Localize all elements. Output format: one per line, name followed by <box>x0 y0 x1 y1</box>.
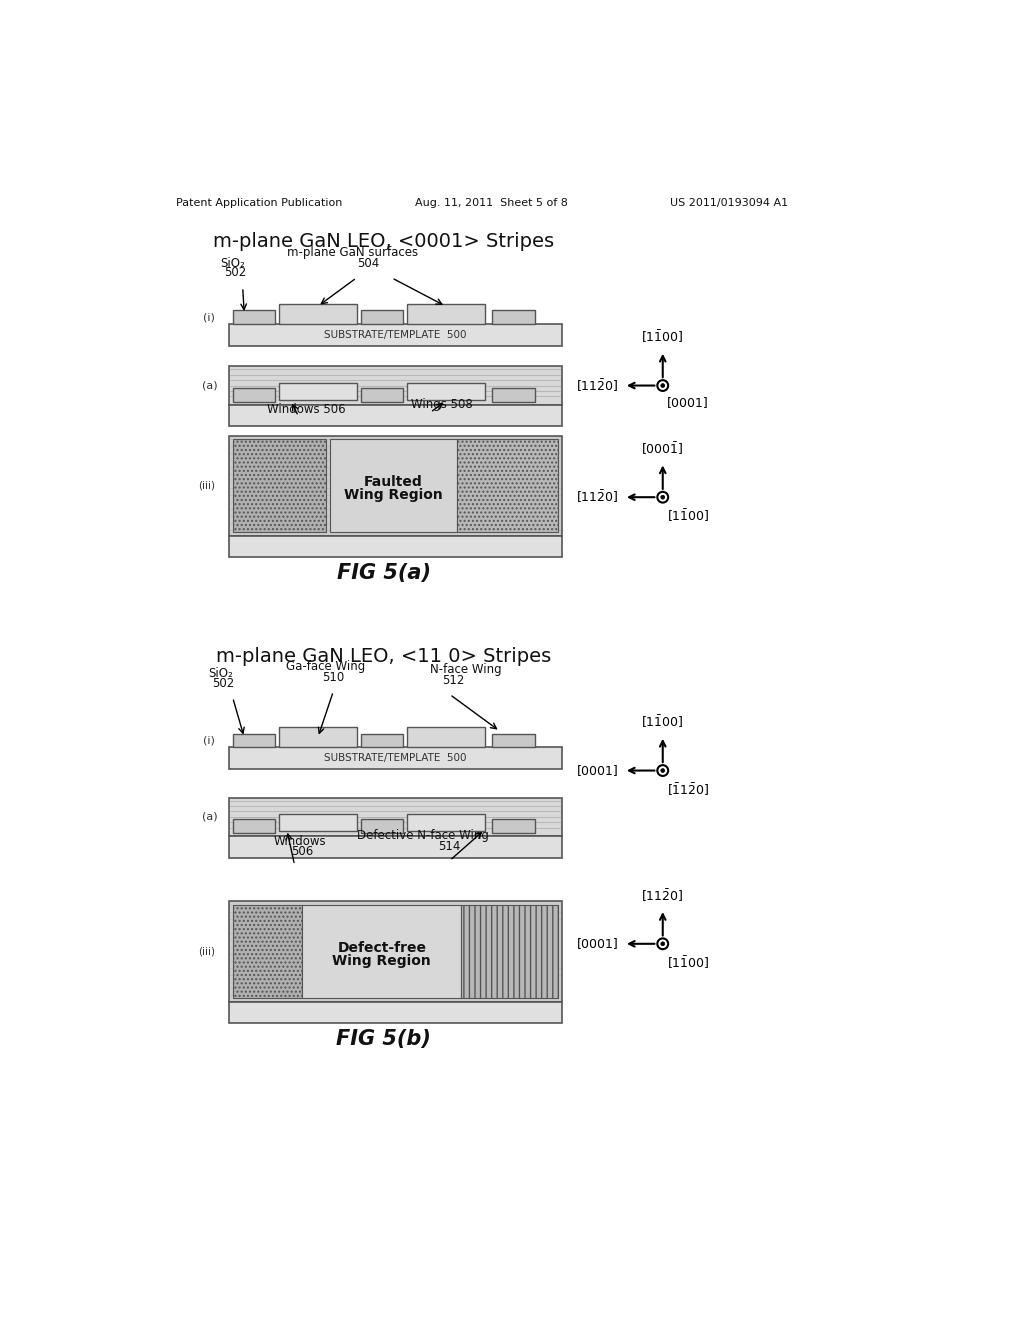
Text: (a): (a) <box>202 812 217 822</box>
Bar <box>360 388 403 401</box>
Circle shape <box>657 380 669 391</box>
Text: [1$\bar{1}$00]: [1$\bar{1}$00] <box>667 954 710 972</box>
Circle shape <box>657 492 669 503</box>
Text: (i): (i) <box>204 735 215 746</box>
Bar <box>228 747 562 770</box>
Text: 514: 514 <box>438 840 461 853</box>
Text: 510: 510 <box>323 671 344 684</box>
Bar <box>228 536 562 557</box>
Text: [0001]: [0001] <box>577 764 618 777</box>
Text: N-face Wing: N-face Wing <box>430 663 502 676</box>
Bar <box>280 383 356 400</box>
Text: SiO₂: SiO₂ <box>220 257 245 271</box>
Text: 502: 502 <box>224 267 246 280</box>
Text: Wing Region: Wing Region <box>344 488 442 502</box>
Text: Faulted: Faulted <box>365 475 423 488</box>
Bar <box>228 405 562 426</box>
Bar <box>232 388 275 401</box>
Bar <box>280 727 356 747</box>
Text: m-plane GaN LEO, <0001> Stripes: m-plane GaN LEO, <0001> Stripes <box>213 231 554 251</box>
Circle shape <box>660 384 665 388</box>
Text: [11$\bar{2}$0]: [11$\bar{2}$0] <box>641 887 684 904</box>
Bar <box>493 310 535 323</box>
Bar <box>407 727 484 747</box>
Text: [11$\bar{2}$0]: [11$\bar{2}$0] <box>577 378 618 393</box>
Circle shape <box>657 939 669 949</box>
Bar <box>228 902 562 1002</box>
Text: US 2011/0193094 A1: US 2011/0193094 A1 <box>671 198 788 209</box>
Bar <box>280 304 356 323</box>
Text: [0001]: [0001] <box>577 937 618 950</box>
Bar <box>407 383 484 400</box>
Bar <box>232 734 275 747</box>
Text: Windows 506: Windows 506 <box>267 404 345 416</box>
Bar <box>232 440 326 532</box>
Bar <box>232 310 275 323</box>
Text: (iii): (iii) <box>199 946 215 957</box>
Bar <box>280 814 356 832</box>
Text: m-plane GaN surfaces: m-plane GaN surfaces <box>287 246 419 259</box>
Bar <box>330 440 458 532</box>
Circle shape <box>660 942 665 945</box>
Text: [1$\bar{1}$00]: [1$\bar{1}$00] <box>641 714 684 730</box>
Text: Wings 508: Wings 508 <box>411 397 473 411</box>
Text: SUBSTRATE/TEMPLATE  500: SUBSTRATE/TEMPLATE 500 <box>325 330 467 339</box>
Text: (a): (a) <box>202 380 217 391</box>
Text: FIG 5(b): FIG 5(b) <box>336 1028 431 1048</box>
Bar <box>458 440 558 532</box>
Text: FIG 5(a): FIG 5(a) <box>337 562 431 582</box>
Bar <box>493 388 535 401</box>
Text: [11$\bar{2}$0]: [11$\bar{2}$0] <box>577 488 618 506</box>
Text: Defective N-face Wing: Defective N-face Wing <box>356 829 488 842</box>
Text: Ga-face Wing: Ga-face Wing <box>286 660 366 673</box>
Text: Aug. 11, 2011  Sheet 5 of 8: Aug. 11, 2011 Sheet 5 of 8 <box>415 198 567 209</box>
Bar <box>228 323 562 346</box>
Text: Windows: Windows <box>273 834 327 847</box>
Text: 502: 502 <box>212 677 234 689</box>
Circle shape <box>660 768 665 772</box>
Bar <box>461 906 558 998</box>
Text: [000$\bar{1}$]: [000$\bar{1}$] <box>641 441 684 457</box>
Text: Patent Application Publication: Patent Application Publication <box>176 198 342 209</box>
Bar <box>228 797 562 836</box>
Bar <box>228 836 562 858</box>
Bar <box>232 906 302 998</box>
Bar <box>360 818 403 833</box>
Text: [0001]: [0001] <box>667 396 709 409</box>
Bar <box>302 906 461 998</box>
Bar <box>228 367 562 405</box>
Bar <box>493 818 535 833</box>
Bar <box>493 734 535 747</box>
Text: Wing Region: Wing Region <box>333 954 431 968</box>
Bar <box>360 734 403 747</box>
Text: [1$\bar{1}$00]: [1$\bar{1}$00] <box>667 508 710 524</box>
Circle shape <box>660 495 665 499</box>
Bar <box>232 818 275 833</box>
Bar <box>228 1002 562 1023</box>
Text: [$\bar{1}$1$\bar{2}$0]: [$\bar{1}$1$\bar{2}$0] <box>667 781 710 797</box>
Bar <box>360 310 403 323</box>
Text: 506: 506 <box>291 845 313 858</box>
Text: Defect-free: Defect-free <box>337 941 426 954</box>
Text: m-plane GaN LEO, <11 0> Stripes: m-plane GaN LEO, <11 0> Stripes <box>216 647 551 667</box>
Text: SiO₂: SiO₂ <box>209 668 233 681</box>
Text: (i): (i) <box>204 312 215 322</box>
Text: (iii): (iii) <box>199 480 215 491</box>
Bar <box>228 436 562 536</box>
Bar <box>407 304 484 323</box>
Text: [1$\bar{1}$00]: [1$\bar{1}$00] <box>641 329 684 346</box>
Text: SUBSTRATE/TEMPLATE  500: SUBSTRATE/TEMPLATE 500 <box>325 754 467 763</box>
Circle shape <box>657 766 669 776</box>
Bar <box>407 814 484 832</box>
Text: 504: 504 <box>357 257 379 271</box>
Text: 512: 512 <box>442 673 465 686</box>
